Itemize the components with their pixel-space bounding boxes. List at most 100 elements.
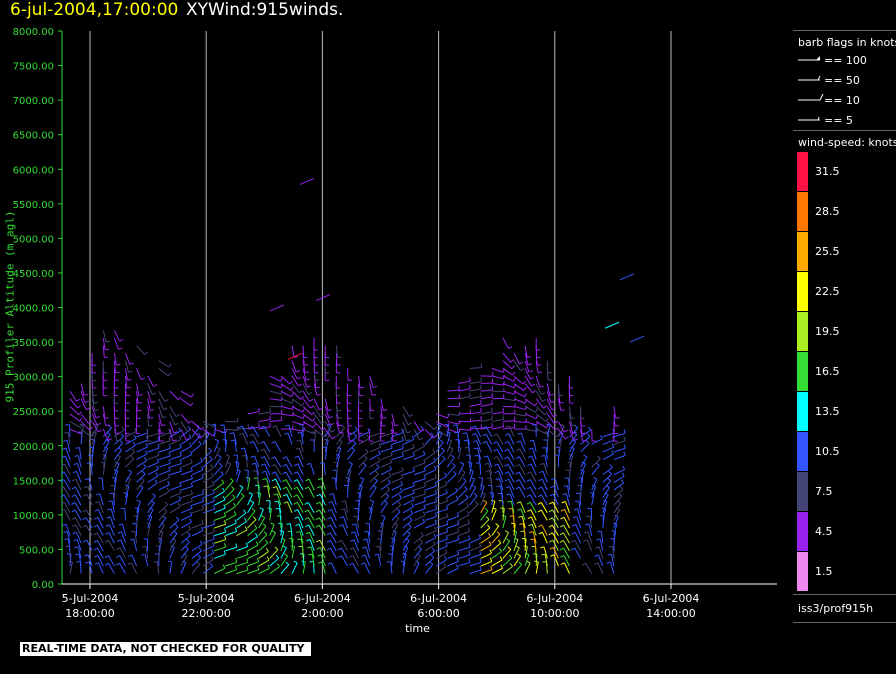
wind-barb-tick [78, 411, 82, 415]
wind-barb-shaft [136, 473, 146, 483]
wind-barb-shaft [480, 478, 484, 491]
wind-barb-shaft [147, 454, 160, 461]
wind-barb-tick [445, 489, 448, 494]
wind-barb-tick [511, 365, 515, 370]
wind-barb-shaft [391, 504, 402, 514]
wind-barb-shaft [169, 540, 177, 552]
wind-barb-shaft [380, 482, 391, 491]
wind-barb-shaft [241, 425, 249, 437]
wind-barb-shaft [552, 501, 559, 514]
wind-barb-shaft [413, 500, 426, 506]
wind-barb-tick [304, 502, 309, 505]
wind-barb-shaft [402, 429, 407, 441]
wind-barb-tick [351, 447, 356, 451]
wind-barb-shaft [341, 540, 348, 552]
wind-barb-tick [235, 558, 238, 563]
wind-barb-tick [623, 436, 626, 441]
wind-barb-shaft [358, 375, 361, 388]
wind-barb-shaft [574, 547, 582, 559]
wind-barb-shaft [369, 487, 377, 498]
wind-barb-tick [593, 476, 598, 480]
wind-barb-tick [205, 431, 210, 435]
wind-barb-shaft [236, 487, 244, 498]
wind-barb-tick [468, 558, 471, 563]
wind-barb-tick [465, 494, 469, 499]
wind-barb-tick [527, 509, 532, 512]
wind-barb-tick [555, 427, 559, 431]
wind-barb-shaft [68, 424, 71, 437]
x-tick-time: 10:00:00 [530, 607, 579, 620]
wind-barb-tick [526, 479, 531, 482]
wind-barb-shaft [102, 345, 105, 358]
wind-barb-shaft [529, 486, 537, 498]
wind-barb-shaft [598, 546, 604, 559]
wind-barb-tick [529, 439, 534, 442]
wind-barb-shaft [508, 425, 515, 437]
wind-barb-tick [516, 448, 521, 451]
wind-barb-tick [410, 510, 414, 514]
wind-barb-shaft [341, 555, 348, 567]
wind-barb-tick [540, 546, 545, 549]
wind-barb-shaft [458, 561, 471, 567]
wind-barb-tick [491, 400, 493, 405]
wind-barb-shaft [147, 516, 153, 529]
wind-barb-shaft [147, 383, 153, 395]
wind-barb-shaft [136, 508, 140, 521]
wind-barb-shaft [308, 524, 315, 536]
wind-barb-tick [585, 440, 590, 444]
wind-barb-tick [340, 508, 345, 511]
y-tick-label: 7000.00 [13, 96, 54, 107]
wind-barb-shaft [591, 493, 595, 506]
wind-barb-shaft [611, 554, 615, 567]
wind-barb-tick [64, 432, 69, 434]
wind-barb-tick [423, 466, 426, 472]
wind-barb-tick [174, 523, 179, 528]
wind-barb-tick [551, 477, 556, 481]
wind-barb-shaft [99, 493, 104, 506]
wind-barb-shaft [424, 564, 434, 574]
wind-barb-shaft [297, 463, 304, 476]
wind-barb-shaft [247, 527, 258, 536]
y-axis-label: 915 Profiler Altitude (m agl) [3, 210, 17, 403]
wind-barb-shaft [109, 516, 115, 529]
color-scale-swatch [797, 312, 808, 351]
wind-barb-tick [168, 428, 171, 433]
wind-barb-shaft [202, 467, 214, 476]
wind-barb-tick [500, 564, 504, 569]
wind-barb-shaft [80, 428, 91, 437]
wind-barb-tick [504, 530, 509, 534]
wind-barb-tick [445, 535, 449, 540]
wind-barb-tick [400, 473, 404, 478]
y-tick-label: 1500.00 [13, 476, 54, 487]
wind-barb-tick [398, 494, 403, 499]
wind-barb-tick [375, 470, 379, 475]
wind-barb-shaft [343, 508, 348, 521]
wind-barb-tick [435, 497, 438, 502]
wind-barb-shaft [402, 492, 415, 499]
wind-barb-shaft [136, 466, 147, 476]
wind-barb-shaft [535, 554, 538, 567]
wind-barb-shaft [424, 469, 437, 476]
wind-barb-tick [200, 465, 204, 470]
wind-barb-shaft [553, 486, 559, 498]
wind-barb-shaft [320, 486, 326, 498]
wind-barb-shaft [147, 523, 151, 536]
wind-barb-shaft [302, 375, 308, 388]
wind-barb-tick [600, 434, 603, 439]
wind-barb-tick [266, 556, 270, 561]
wind-barb-tick [401, 444, 404, 449]
wind-barb-shaft [513, 405, 526, 411]
wind-barb-shaft [214, 482, 225, 491]
wind-barb-tick [190, 458, 193, 464]
scale-label-10-5: 10.5 [815, 445, 840, 458]
wind-barb-shaft [158, 440, 171, 445]
wind-barb-shaft [202, 433, 210, 445]
wind-barb-shaft [332, 493, 337, 506]
wind-barb-tick [400, 480, 404, 485]
y-tick-label: 5500.00 [13, 200, 54, 211]
wind-barb-tick [200, 457, 203, 462]
wind-barb-shaft [330, 562, 337, 574]
wind-barb-tick [77, 405, 82, 409]
wind-barb-shaft [391, 447, 404, 453]
wind-barb-shaft [136, 480, 145, 491]
